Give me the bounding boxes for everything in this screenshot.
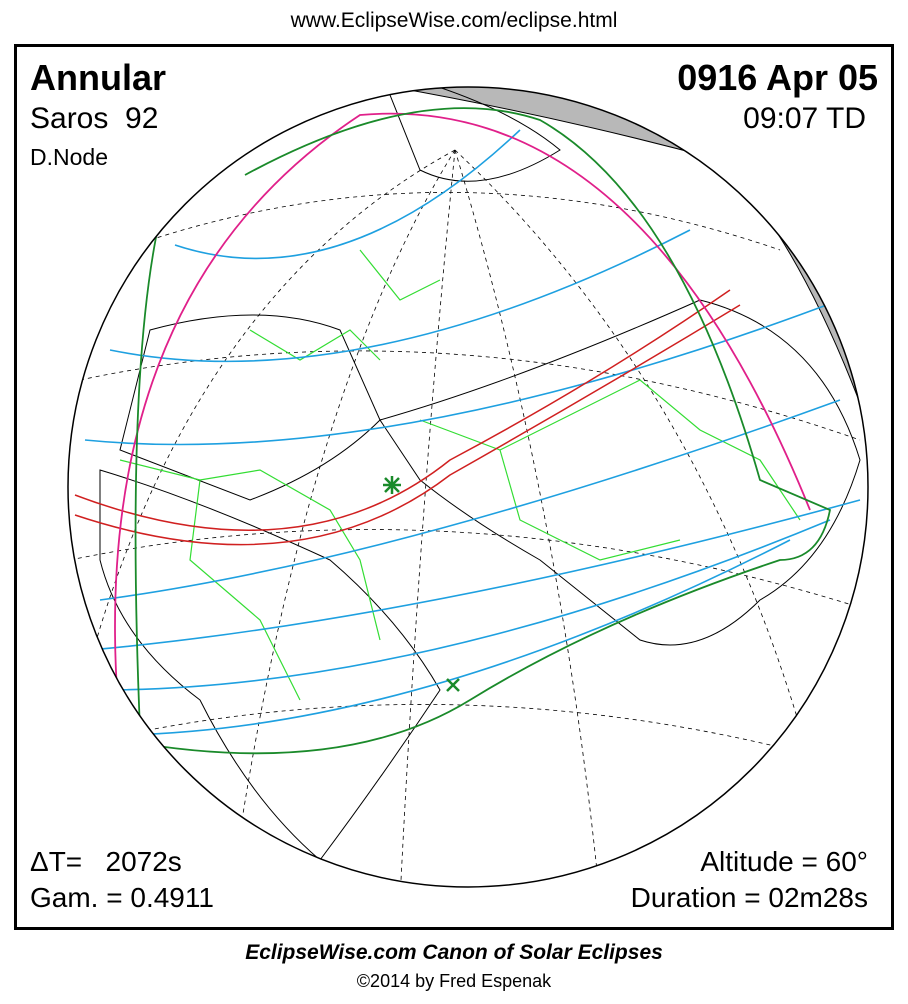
copyright: ©2014 by Fred Espenak: [356, 971, 552, 991]
eclipse-type: Annular: [30, 57, 167, 98]
node: D.Node: [30, 144, 108, 170]
altitude: Altitude = 60°: [700, 846, 868, 877]
delta-t: ΔT= 2072s: [30, 846, 182, 877]
url: www.EclipseWise.com/eclipse.html: [290, 9, 618, 32]
duration: Duration = 02m28s: [630, 882, 868, 913]
time: 09:07 TD: [743, 102, 866, 135]
gamma: Gam. = 0.4911: [30, 882, 214, 913]
frame: [14, 44, 894, 930]
eclipse-date: 0916 Apr 05: [677, 57, 878, 98]
saros: Saros 92: [30, 102, 159, 135]
footer-title: EclipseWise.com Canon of Solar Eclipses: [245, 941, 663, 964]
